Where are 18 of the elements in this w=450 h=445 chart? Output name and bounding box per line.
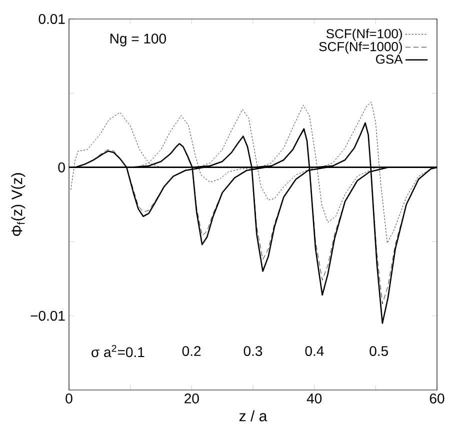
annotation: 0.3 (244, 346, 262, 356)
x-tick-label: 20 (184, 394, 199, 404)
annotation: σ a$^{2}$=0.1 (92, 344, 144, 358)
y-tick-label: −0.01 (30, 310, 65, 321)
legend-label: SCF(Nf=100) (326, 28, 402, 41)
x-axis-title: z / a (239, 410, 268, 422)
x-tick-label: 0 (66, 394, 72, 404)
annotation: 0.4 (305, 346, 324, 356)
x-tick-label: 60 (430, 394, 444, 404)
legend-label: GSA (376, 54, 403, 64)
legend-label: SCF(Nf=1000) (319, 42, 402, 54)
annotation: 0.5 (370, 346, 388, 356)
y-tick-label: 0 (58, 162, 65, 172)
x-tick-label: 40 (306, 394, 322, 404)
annotation: 0.2 (182, 346, 201, 356)
y-tick-label: 0.01 (38, 14, 65, 24)
annotation: Ng = 100 (110, 34, 166, 46)
y-axis-title: Φ$_{f}$(z) V(z) (11, 173, 26, 236)
